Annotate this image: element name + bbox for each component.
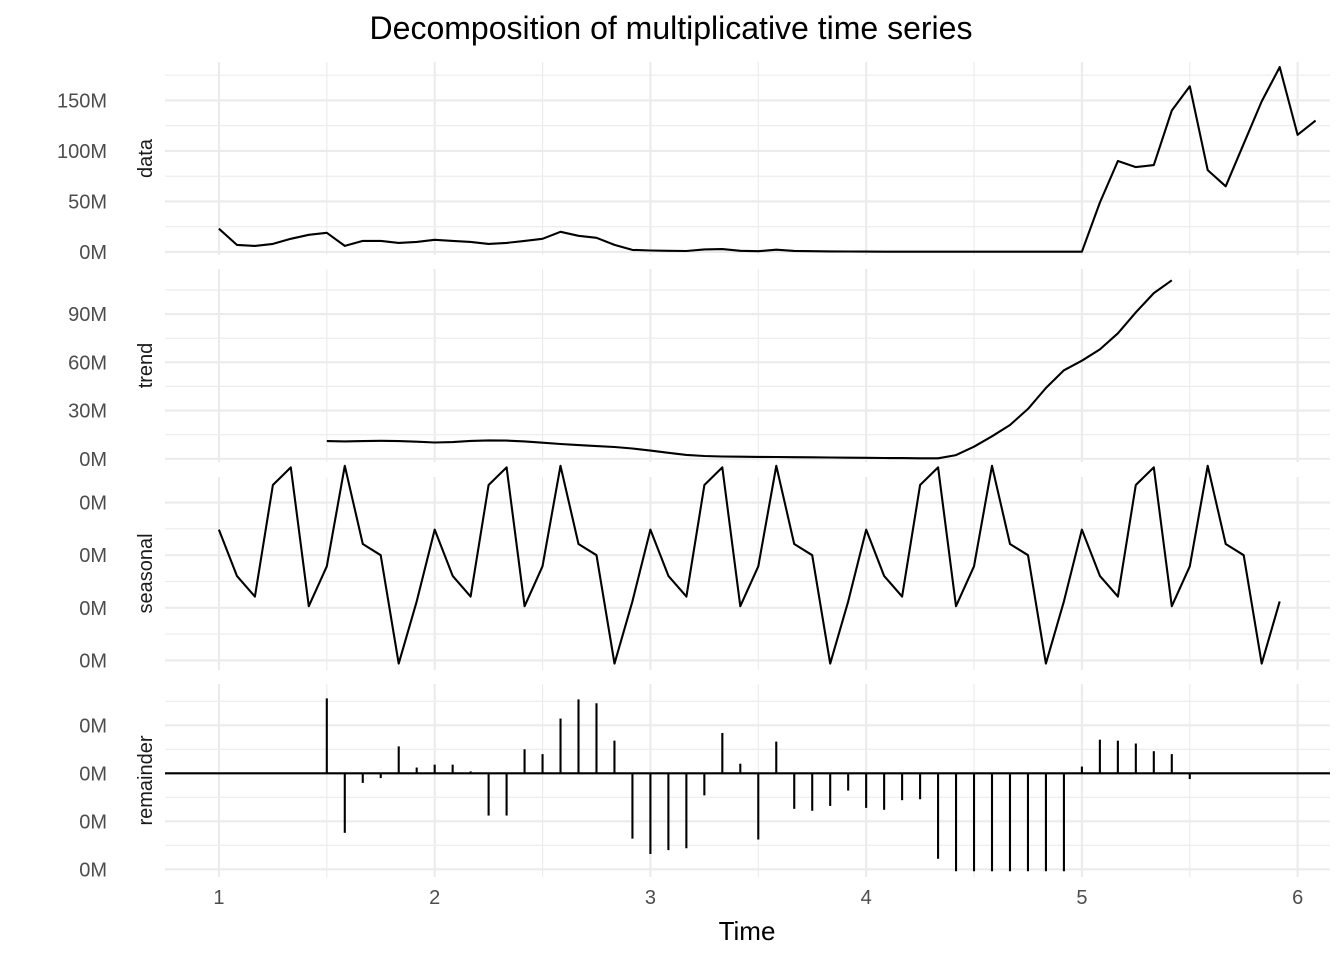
panel-label-seasonal: seasonal [135,533,157,613]
y-tick-label-remainder: 0M [79,811,107,833]
x-tick-label: 6 [1292,887,1303,909]
x-tick-label: 2 [429,887,440,909]
panel-data: 0M 50M 100M 150M data [57,62,1330,264]
panels: 0M50M100M150Mdata0M30M60M90Mtrend0M0M0M0… [57,62,1330,881]
y-tick-label-remainder: 0M [79,859,107,881]
panel-trend: 0M 30M 60M 90M trend [68,269,1330,471]
y-tick-label-data: 150M [57,90,107,112]
y-tick-label-data: 100M [57,141,107,163]
series-line-seasonal [217,464,1281,665]
y-tick-label-trend: 90M [68,304,107,326]
panel-seasonal: 0M 0M 0M 0M seasonal [79,464,1330,672]
y-tick-label-remainder: 0M [79,763,107,785]
y-tick-label-trend: 30M [68,401,107,423]
y-tick-label-trend: 0M [79,449,107,471]
y-tick-label-seasonal: 0M [79,545,107,567]
panel-remainder: 0M 0M 0M 0M remainder [79,684,1330,881]
x-tick-label: 1 [213,887,224,909]
y-tick-label-data: 0M [79,242,107,264]
x-tick-label: 5 [1076,887,1087,909]
y-tick-label-seasonal: 0M [79,598,107,620]
x-axis-title: Time [719,916,776,946]
y-tick-label-remainder: 0M [79,715,107,737]
panel-label-data: data [135,138,157,178]
chart-title: Decomposition of multiplicative time ser… [370,10,973,46]
series-line-data [218,66,1317,253]
panel-label-remainder: remainder [135,735,157,825]
y-tick-label-trend: 60M [68,352,107,374]
x-axis: 1 2 3 4 5 6 [213,887,1303,909]
series-line-trend [326,279,1173,460]
y-tick-label-data: 50M [68,191,107,213]
y-tick-label-seasonal: 0M [79,493,107,515]
x-tick-label: 3 [645,887,656,909]
y-tick-label-seasonal: 0M [79,650,107,672]
x-tick-label: 4 [861,887,872,909]
panel-label-trend: trend [135,343,157,389]
